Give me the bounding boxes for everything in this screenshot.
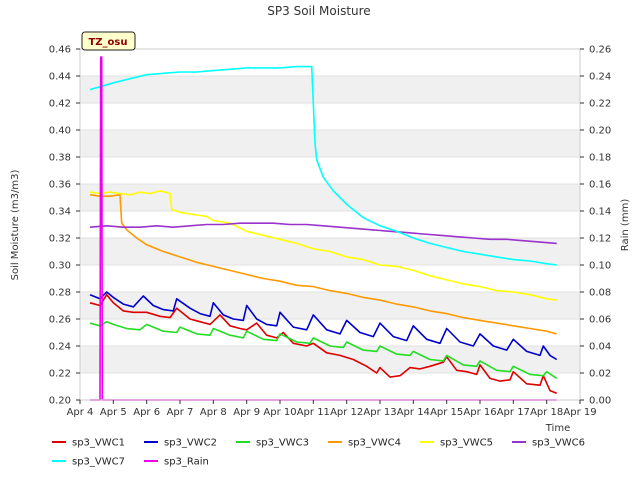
x-tick-label: Apr 14 (397, 407, 430, 418)
y-tick-label: 0.46 (49, 45, 71, 56)
background-band (80, 292, 580, 319)
x-tick-label: Apr 4 (67, 407, 94, 418)
x-tick-label: Apr 13 (363, 407, 396, 418)
y2-tick-label: 0.20 (589, 126, 611, 137)
y-tick-label: 0.30 (49, 261, 71, 272)
legend-label: sp3_Rain (164, 457, 209, 468)
legend-label: sp3_VWC3 (256, 438, 309, 449)
y2-tick-label: 0.26 (589, 45, 611, 56)
series-line-sp3-vwc3 (89, 320, 558, 380)
y-tick-label: 0.32 (49, 234, 71, 245)
plot-background-bands (80, 76, 580, 373)
y2-tick-label: 0.06 (589, 315, 611, 326)
y-tick-label: 0.40 (49, 126, 71, 137)
plot-frame (79, 48, 581, 401)
y2-tick-label: 0.02 (589, 369, 611, 380)
y-tick-label: 0.42 (49, 99, 71, 110)
series-line-sp3-vwc7 (89, 65, 557, 266)
legend-label: sp3_VWC6 (532, 438, 585, 449)
x-tick-label: Apr 17 (497, 407, 530, 418)
x-tick-label: Apr 18 (530, 407, 563, 418)
y2-tick-label: 0.04 (589, 342, 611, 353)
y2-tick-label: 0.24 (589, 72, 611, 83)
y2-tick-label: 0.12 (589, 234, 611, 245)
legend: sp3_VWC1 sp3_VWC2 sp3_VWC3 sp3_VWC4 sp3_VWC5… (52, 438, 585, 468)
site-badge-label: TZ_osu (88, 37, 127, 48)
background-band (80, 346, 580, 373)
y-tick-label: 0.34 (49, 207, 71, 218)
x-tick-label: Apr 10 (263, 407, 296, 418)
x-tick-label: Apr 9 (233, 407, 260, 418)
x-tick-label: Apr 8 (200, 407, 227, 418)
background-band (80, 130, 580, 157)
x-tick-label: Apr 19 (563, 407, 596, 418)
legend-label: sp3_VWC4 (348, 438, 401, 449)
x-tick-label: Apr 15 (430, 407, 463, 418)
x-axis-title: Time (545, 423, 570, 434)
y2-axis-ticks: 0.00 0.02 0.04 0.06 0.08 0.10 0.12 0.14 0.16 0.18… (580, 45, 611, 407)
legend-label: sp3_VWC1 (72, 438, 125, 449)
y-axis-ticks: 0.20 0.22 0.24 0.26 0.28 0.30 0.32 0.34 0.36 0.38… (49, 45, 80, 407)
y-tick-label: 0.28 (49, 288, 71, 299)
series-line-sp3-vwc2 (89, 291, 558, 361)
y2-tick-label: 0.08 (589, 288, 611, 299)
y-tick-label: 0.20 (49, 396, 71, 407)
y-tick-label: 0.36 (49, 180, 71, 191)
legend-label: sp3_VWC7 (72, 457, 125, 468)
y-tick-label: 0.26 (49, 315, 71, 326)
y2-tick-label: 0.22 (589, 99, 611, 110)
y2-tick-label: 0.10 (589, 261, 611, 272)
x-tick-label: Apr 6 (133, 407, 160, 418)
x-tick-label: Apr 16 (463, 407, 496, 418)
x-tick-label: Apr 11 (297, 407, 330, 418)
y-tick-label: 0.38 (49, 153, 71, 164)
site-badge-box (81, 31, 136, 51)
y2-tick-label: 0.14 (589, 207, 611, 218)
y2-tick-label: 0.18 (589, 153, 611, 164)
legend-label: sp3_VWC5 (440, 438, 493, 449)
series-line-sp3-vwc4 (89, 194, 557, 335)
series-line-sp3-vwc1 (89, 293, 557, 395)
chart-title: SP3 Soil Moisture (267, 4, 370, 18)
background-band (80, 184, 580, 211)
y-tick-label: 0.24 (49, 342, 71, 353)
y2-tick-label: 0.16 (589, 180, 611, 191)
series-line-sp3-vwc6 (89, 222, 557, 245)
background-band (80, 76, 580, 103)
series-line-sp3-vwc5 (89, 190, 557, 301)
y-tick-label: 0.22 (49, 369, 71, 380)
x-tick-label: Apr 12 (330, 407, 363, 418)
x-tick-label: Apr 5 (100, 407, 127, 418)
y2-tick-label: 0.00 (589, 396, 611, 407)
site-badge: TZ_osu (81, 31, 136, 51)
legend-label: sp3_VWC2 (164, 438, 217, 449)
x-axis-ticks: Apr 4 Apr 5 Apr 6 Apr 7 Apr 8 Apr 9 Apr 10 Apr … (67, 400, 597, 418)
y2-axis-title: Rain (mm) (620, 199, 631, 252)
y-axis-title: Soil Moisture (m3/m3) (10, 170, 21, 281)
x-tick-label: Apr 7 (167, 407, 194, 418)
y-tick-label: 0.44 (49, 72, 71, 83)
